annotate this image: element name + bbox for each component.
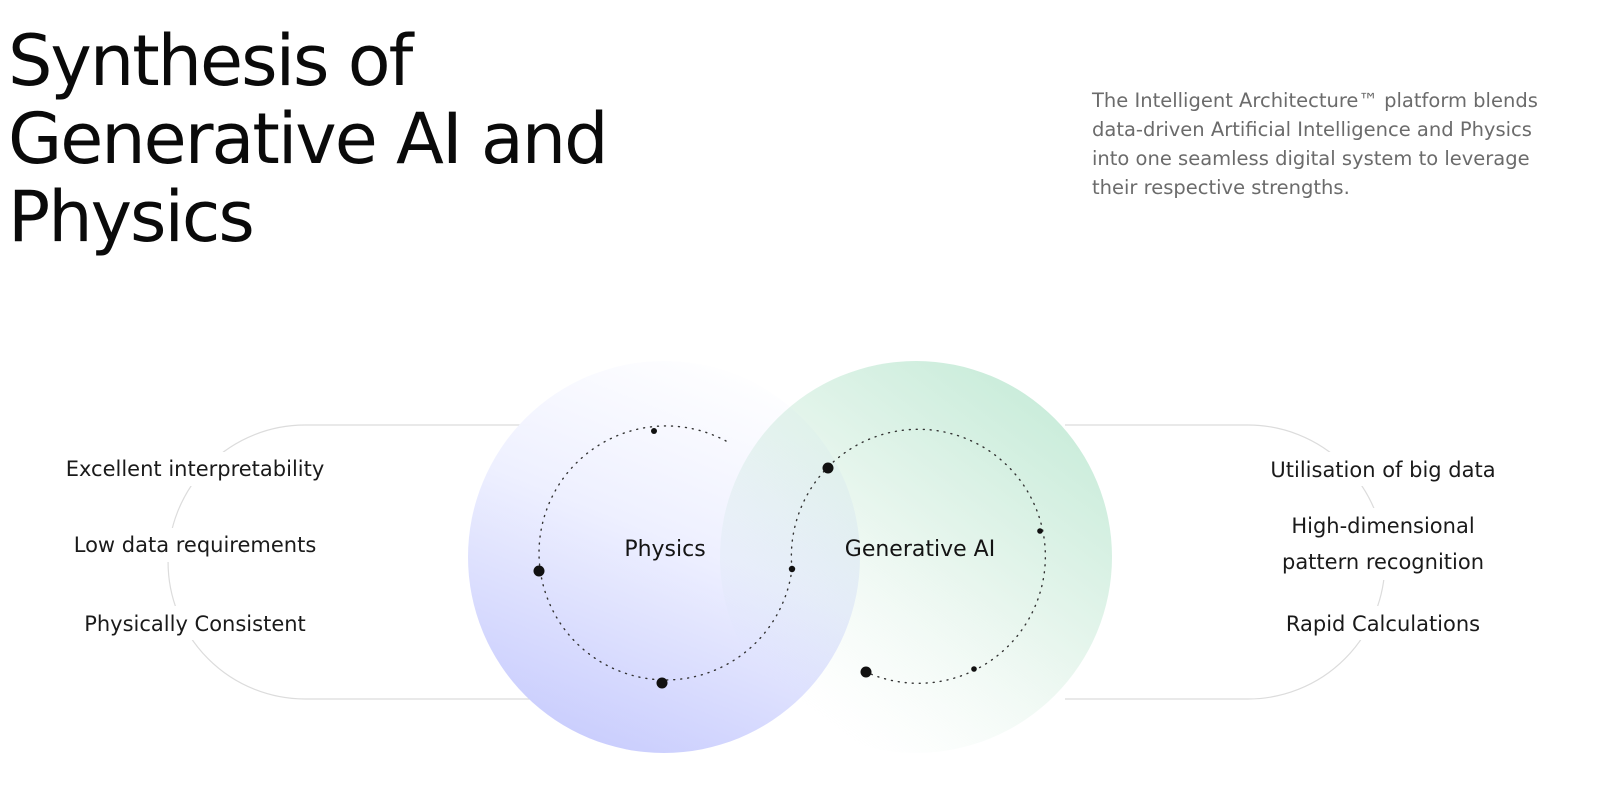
orbit-node	[788, 565, 796, 573]
orbit-node	[651, 428, 657, 434]
description-line-3: into one seamless digital system to leve…	[1092, 147, 1530, 170]
generative-ai-label: Generative AI	[845, 537, 995, 562]
description-line-1: The Intelligent Architecture™ platform b…	[1092, 89, 1538, 112]
orbit-node	[971, 666, 977, 672]
physics-orbit	[538, 425, 793, 681]
physics-strength-interpretability: Excellent interpretability	[66, 457, 325, 481]
physics-label: Physics	[624, 537, 705, 562]
genai-strength-pattern-line-1: High-dimensional	[1291, 514, 1474, 538]
orbit-node	[822, 462, 834, 474]
orbit-node	[533, 565, 545, 577]
description-line-4: their respective strengths.	[1092, 176, 1350, 199]
title-line-1: Synthesis of	[8, 20, 413, 102]
physics-strength-consistent: Physically Consistent	[84, 612, 306, 636]
generative-ai-orbit	[790, 428, 1047, 684]
title-line-2: Generative AI and	[8, 98, 609, 180]
orbit-node	[860, 666, 872, 678]
physics-strength-low-data: Low data requirements	[74, 533, 317, 557]
title-line-3: Physics	[8, 176, 255, 258]
genai-strength-rapid-calc: Rapid Calculations	[1286, 612, 1480, 636]
page-title: Synthesis of Generative AI and Physics	[8, 22, 708, 256]
genai-strength-pattern-line-2: pattern recognition	[1282, 550, 1484, 574]
intro-description: The Intelligent Architecture™ platform b…	[1092, 86, 1572, 202]
description-line-2: data-driven Artificial Intelligence and …	[1092, 118, 1532, 141]
genai-strength-big-data: Utilisation of big data	[1270, 458, 1495, 482]
generative-ai-circle	[720, 361, 1112, 753]
orbit-node	[1037, 528, 1043, 534]
orbit-node	[656, 677, 668, 689]
